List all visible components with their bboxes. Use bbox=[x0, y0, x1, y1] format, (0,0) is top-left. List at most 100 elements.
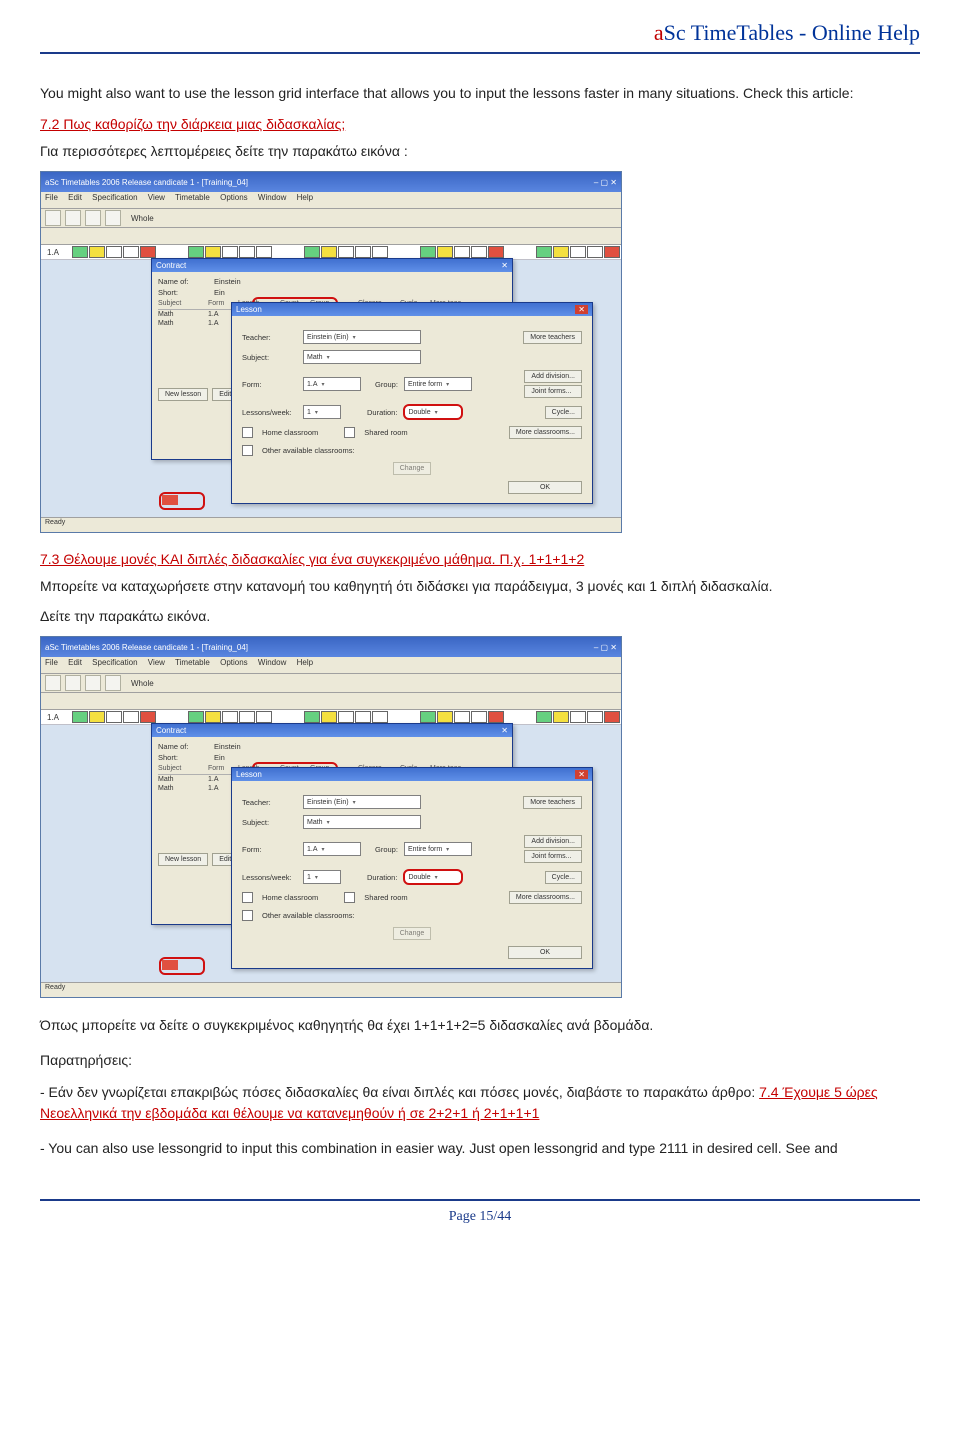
shared-room-checkbox[interactable] bbox=[344, 427, 355, 438]
menu-edit[interactable]: Edit bbox=[68, 193, 82, 202]
menu-timetable[interactable]: Timetable bbox=[175, 193, 210, 202]
section-7-3-link[interactable]: 7.3 Θέλουμε μονές ΚΑΙ διπλές διδασκαλίες… bbox=[40, 551, 920, 567]
tool-icon[interactable] bbox=[45, 210, 61, 226]
teacher-combo[interactable]: Einstein (Ein) bbox=[303, 330, 421, 344]
more-teachers-button[interactable]: More teachers bbox=[523, 796, 582, 809]
section-7-3-para1: Μπορείτε να καταχωρήσετε στην κατανομή τ… bbox=[40, 577, 920, 597]
cycle-button[interactable]: Cycle... bbox=[545, 406, 582, 419]
home-classroom-checkbox[interactable] bbox=[242, 427, 253, 438]
row-label: 1.A bbox=[47, 248, 71, 257]
window-controls: – ▢ ✕ bbox=[594, 178, 617, 187]
menu-view[interactable]: View bbox=[148, 193, 165, 202]
tool-icon[interactable] bbox=[85, 210, 101, 226]
joint-forms-button[interactable]: Joint forms... bbox=[524, 850, 582, 863]
change-button[interactable]: Change bbox=[393, 927, 432, 940]
menu-file[interactable]: File bbox=[45, 658, 58, 667]
form-combo[interactable]: 1.A bbox=[303, 377, 361, 391]
menu-edit[interactable]: Edit bbox=[68, 658, 82, 667]
menu-window[interactable]: Window bbox=[258, 193, 286, 202]
cell bbox=[140, 246, 156, 258]
ok-button[interactable]: OK bbox=[508, 946, 582, 959]
duration-combo[interactable]: Double bbox=[403, 869, 463, 885]
other-classrooms-checkbox[interactable] bbox=[242, 445, 253, 456]
cell bbox=[553, 246, 569, 258]
close-icon[interactable]: ✕ bbox=[575, 770, 588, 779]
new-lesson-button[interactable]: New lesson bbox=[158, 853, 208, 866]
home-classroom-label: Home classroom bbox=[262, 893, 318, 902]
lesson-body: Teacher: Einstein (Ein) More teachers Su… bbox=[232, 316, 592, 508]
cell bbox=[89, 246, 105, 258]
menu-options[interactable]: Options bbox=[220, 658, 248, 667]
menu-timetable[interactable]: Timetable bbox=[175, 658, 210, 667]
menu-view[interactable]: View bbox=[148, 658, 165, 667]
footer: Page 15/44 bbox=[40, 1199, 920, 1225]
menu-file[interactable]: File bbox=[45, 193, 58, 202]
screenshot-2: aSc Timetables 2006 Release candicate 1 … bbox=[40, 636, 622, 998]
section-7-3-para2: Δείτε την παρακάτω εικόνα. bbox=[40, 607, 920, 627]
other-classrooms-checkbox[interactable] bbox=[242, 910, 253, 921]
subject-label: Subject: bbox=[242, 353, 297, 362]
menu-spec[interactable]: Specification bbox=[92, 193, 137, 202]
contract-title: Contract bbox=[156, 261, 186, 270]
menubar: File Edit Specification View Timetable O… bbox=[41, 657, 621, 674]
tool-icon[interactable] bbox=[65, 210, 81, 226]
contract-titlebar: Contract ✕ bbox=[152, 724, 512, 737]
joint-forms-button[interactable]: Joint forms... bbox=[524, 385, 582, 398]
tool-icon[interactable] bbox=[45, 675, 61, 691]
add-division-button[interactable]: Add division... bbox=[524, 370, 582, 383]
menu-options[interactable]: Options bbox=[220, 193, 248, 202]
intro-text: You might also want to use the lesson gr… bbox=[40, 84, 920, 104]
statusbar: Ready bbox=[41, 517, 621, 532]
tool-icon[interactable] bbox=[85, 675, 101, 691]
subject-combo[interactable]: Math bbox=[303, 815, 421, 829]
group-label: Group: bbox=[375, 380, 398, 389]
subject-combo[interactable]: Math bbox=[303, 350, 421, 364]
menu-help[interactable]: Help bbox=[297, 658, 313, 667]
td-subject: Math bbox=[158, 320, 206, 327]
close-icon[interactable]: ✕ bbox=[501, 261, 508, 270]
teacher-label: Teacher: bbox=[242, 333, 297, 342]
more-classrooms-button[interactable]: More classrooms... bbox=[509, 426, 582, 439]
footer-rule bbox=[40, 1199, 920, 1201]
duration-label: Duration: bbox=[367, 408, 397, 417]
teacher-combo[interactable]: Einstein (Ein) bbox=[303, 795, 421, 809]
screenshot-1: aSc Timetables 2006 Release candicate 1 … bbox=[40, 171, 622, 533]
close-icon[interactable]: ✕ bbox=[501, 726, 508, 735]
change-button[interactable]: Change bbox=[393, 462, 432, 475]
menu-help[interactable]: Help bbox=[297, 193, 313, 202]
name-value: Einstein bbox=[214, 277, 241, 286]
contract-title: Contract bbox=[156, 726, 186, 735]
lessons-week-combo[interactable]: 1 bbox=[303, 405, 341, 419]
tool-icon[interactable] bbox=[105, 675, 121, 691]
group-combo[interactable]: Entire form bbox=[404, 842, 472, 856]
close-icon[interactable]: ✕ bbox=[575, 305, 588, 314]
new-lesson-button[interactable]: New lesson bbox=[158, 388, 208, 401]
menu-window[interactable]: Window bbox=[258, 658, 286, 667]
tool-icon[interactable] bbox=[65, 675, 81, 691]
short-value: Ein bbox=[214, 753, 225, 762]
menu-spec[interactable]: Specification bbox=[92, 658, 137, 667]
section-7-2-link[interactable]: 7.2 Πως καθορίζω την διάρκεια μιας διδασ… bbox=[40, 116, 920, 132]
cycle-button[interactable]: Cycle... bbox=[545, 871, 582, 884]
form-combo[interactable]: 1.A bbox=[303, 842, 361, 856]
group-combo[interactable]: Entire form bbox=[404, 377, 472, 391]
brand-rest: TimeTables - Online Help bbox=[686, 20, 920, 45]
cell bbox=[106, 246, 122, 258]
shared-room-checkbox[interactable] bbox=[344, 892, 355, 903]
tool-icon[interactable] bbox=[105, 210, 121, 226]
add-division-button[interactable]: Add division... bbox=[524, 835, 582, 848]
home-classroom-label: Home classroom bbox=[262, 428, 318, 437]
more-teachers-button[interactable]: More teachers bbox=[523, 331, 582, 344]
more-classrooms-button[interactable]: More classrooms... bbox=[509, 891, 582, 904]
cell bbox=[222, 246, 238, 258]
home-classroom-checkbox[interactable] bbox=[242, 892, 253, 903]
ok-button[interactable]: OK bbox=[508, 481, 582, 494]
lessons-week-combo[interactable]: 1 bbox=[303, 870, 341, 884]
cell bbox=[239, 246, 255, 258]
form-label: Form: bbox=[242, 380, 297, 389]
name-label: Name of: bbox=[158, 742, 208, 751]
cell bbox=[205, 246, 221, 258]
cell bbox=[188, 246, 204, 258]
cell bbox=[304, 246, 320, 258]
duration-combo[interactable]: Double bbox=[403, 404, 463, 420]
